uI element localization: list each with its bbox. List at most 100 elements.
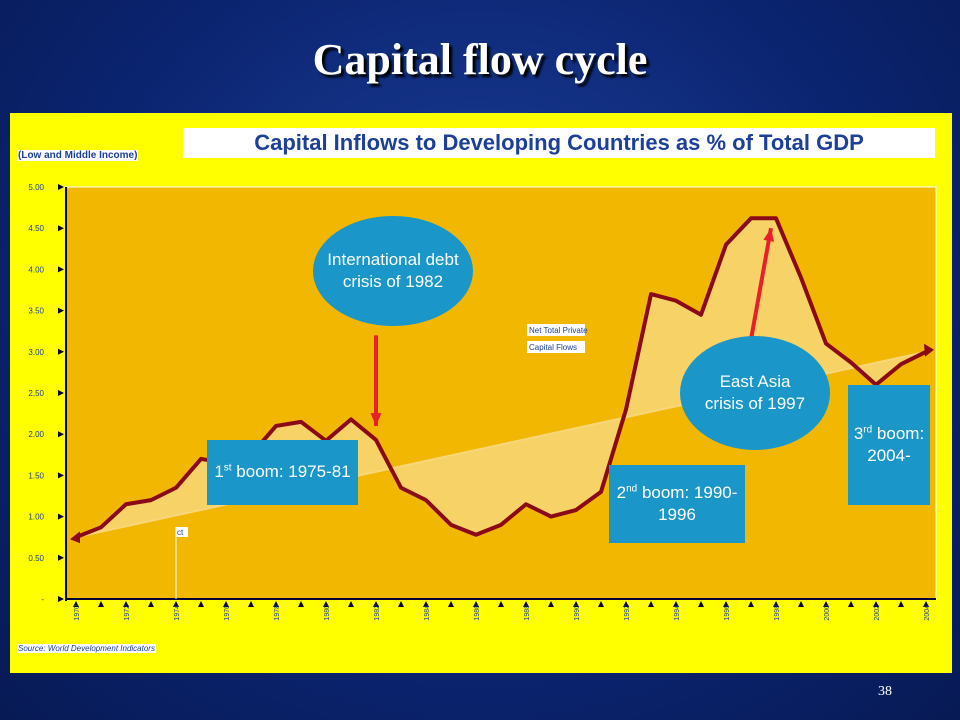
callout-third-boom-num: 3 (853, 423, 864, 443)
x-tick-mark (498, 601, 504, 607)
x-tick-label: 1970 (74, 605, 81, 621)
y-tick-mark (58, 513, 64, 520)
chart-title: Capital Inflows to Developing Countries … (183, 128, 935, 158)
x-tick-label: 1992 (624, 605, 631, 621)
y-tick-mark (58, 225, 64, 232)
x-tick-label: 1986 (474, 605, 481, 621)
x-tick-mark (598, 601, 604, 607)
page-number: 38 (878, 684, 892, 699)
y-tick-mark (58, 554, 64, 561)
x-tick-mark (523, 601, 529, 607)
x-tick-mark (398, 601, 404, 607)
x-tick-mark (323, 601, 329, 607)
x-tick-mark (148, 601, 154, 607)
x-tick-mark (548, 601, 554, 607)
x-tick-mark (348, 601, 354, 607)
x-tick-mark (273, 601, 279, 607)
y-tick-label: 1.00 (28, 513, 44, 522)
x-tick-mark (473, 601, 479, 607)
y-tick-mark (58, 472, 64, 479)
x-tick-mark (373, 601, 379, 607)
y-tick-mark (58, 184, 64, 190)
legend-label-box (527, 324, 585, 336)
callout-third-boom-label: boom: 2004- (867, 423, 925, 465)
x-tick-mark (698, 601, 704, 607)
chart-source: Source: World Development Indicators (17, 644, 156, 653)
chart-subtitle: (Low and Middle Income) (17, 150, 139, 161)
y-tick-label: 0.50 (28, 554, 44, 563)
x-tick-mark (798, 601, 804, 607)
callout-first-boom-sup: st (223, 462, 232, 474)
x-tick-label: 1978 (274, 605, 281, 621)
x-tick-mark (748, 601, 754, 607)
x-tick-label: 1998 (774, 605, 781, 621)
x-tick-mark (173, 601, 179, 607)
x-tick-label: 2002 (874, 605, 881, 621)
x-tick-label: 2000 (824, 605, 831, 621)
x-tick-mark (423, 601, 429, 607)
y-tick-mark (58, 307, 64, 314)
y-tick-label: 2.50 (28, 389, 44, 398)
x-tick-mark (123, 601, 129, 607)
x-tick-label: 2004 (924, 605, 931, 621)
x-tick-mark (298, 601, 304, 607)
x-tick-label: 1988 (524, 605, 531, 621)
y-tick-label: 4.00 (28, 265, 44, 274)
callout-first-boom-label: boom: 1975-81 (236, 462, 351, 482)
x-tick-mark (248, 601, 254, 607)
y-tick-mark (58, 596, 64, 602)
x-tick-label: 1982 (374, 605, 381, 621)
x-tick-label: 1994 (674, 605, 681, 621)
x-tick-mark (923, 601, 929, 607)
y-tick-label: 3.50 (28, 307, 44, 316)
x-tick-label: 1972 (124, 605, 131, 621)
callout-third-boom: 3rd boom: 2004- (848, 385, 930, 505)
y-tick-mark (58, 390, 64, 396)
x-tick-mark (873, 601, 879, 607)
x-tick-mark (673, 601, 679, 607)
callout-arrow-head (763, 228, 775, 242)
callout-first-boom-num: 1 (214, 462, 224, 482)
y-tick-label: 5.00 (28, 183, 44, 192)
callout-second-boom-sup: nd (626, 483, 638, 495)
callout-asia-crisis-text: East Asia crisis of 1997 (704, 371, 806, 413)
y-tick-mark (58, 348, 64, 355)
y-tick-label: 3.00 (28, 348, 44, 357)
x-tick-mark (773, 601, 779, 607)
x-tick-mark (198, 601, 204, 607)
callout-third-boom-sup: rd (863, 424, 873, 436)
y-tick-label: - (41, 595, 44, 604)
y-tick-label: 1.50 (28, 471, 44, 480)
x-tick-mark (623, 601, 629, 607)
x-tick-mark (848, 601, 854, 607)
legend-label: Net Total Private (529, 326, 588, 335)
series-start-arrow (70, 531, 80, 544)
callout-second-boom-text: 2nd boom: 1990-1996 (615, 482, 739, 526)
y-tick-label: 2.00 (28, 430, 44, 439)
x-tick-mark (648, 601, 654, 607)
callout-asia-crisis: East Asia crisis of 1997 (680, 336, 830, 450)
x-tick-mark (898, 601, 904, 607)
x-tick-mark (823, 601, 829, 607)
legend-label: Capital Flows (529, 343, 577, 352)
callout-arrow-shaft (749, 227, 773, 340)
stray-label: ct (177, 528, 184, 537)
callout-arrow-head (370, 413, 382, 426)
stray-label-box (176, 527, 188, 537)
callout-third-boom-text: 3rd boom: 2004- (852, 423, 926, 467)
y-tick-label: 4.50 (28, 224, 44, 233)
callout-second-boom: 2nd boom: 1990-1996 (609, 465, 745, 543)
x-tick-label: 1990 (574, 605, 581, 621)
legend-label-box (527, 341, 585, 353)
x-tick-mark (573, 601, 579, 607)
x-tick-mark (723, 601, 729, 607)
x-tick-mark (223, 601, 229, 607)
callout-second-boom-label: boom: 1990-1996 (641, 482, 738, 524)
x-tick-mark (73, 601, 79, 607)
callout-first-boom: 1st boom: 1975-81 (207, 440, 358, 505)
x-tick-label: 1996 (724, 605, 731, 621)
callout-first-boom-text: 1st boom: 1975-81 (214, 461, 350, 483)
callout-debt-crisis: International debt crisis of 1982 (313, 216, 473, 326)
slide-title: Capital flow cycle (312, 35, 648, 84)
y-tick-mark (58, 431, 64, 438)
